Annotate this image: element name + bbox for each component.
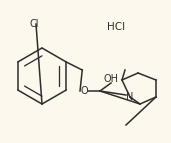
Text: OH: OH	[103, 74, 119, 84]
Text: Cl: Cl	[30, 19, 40, 29]
Text: HCl: HCl	[107, 22, 125, 32]
Text: O: O	[80, 86, 88, 96]
Text: N: N	[126, 92, 134, 102]
